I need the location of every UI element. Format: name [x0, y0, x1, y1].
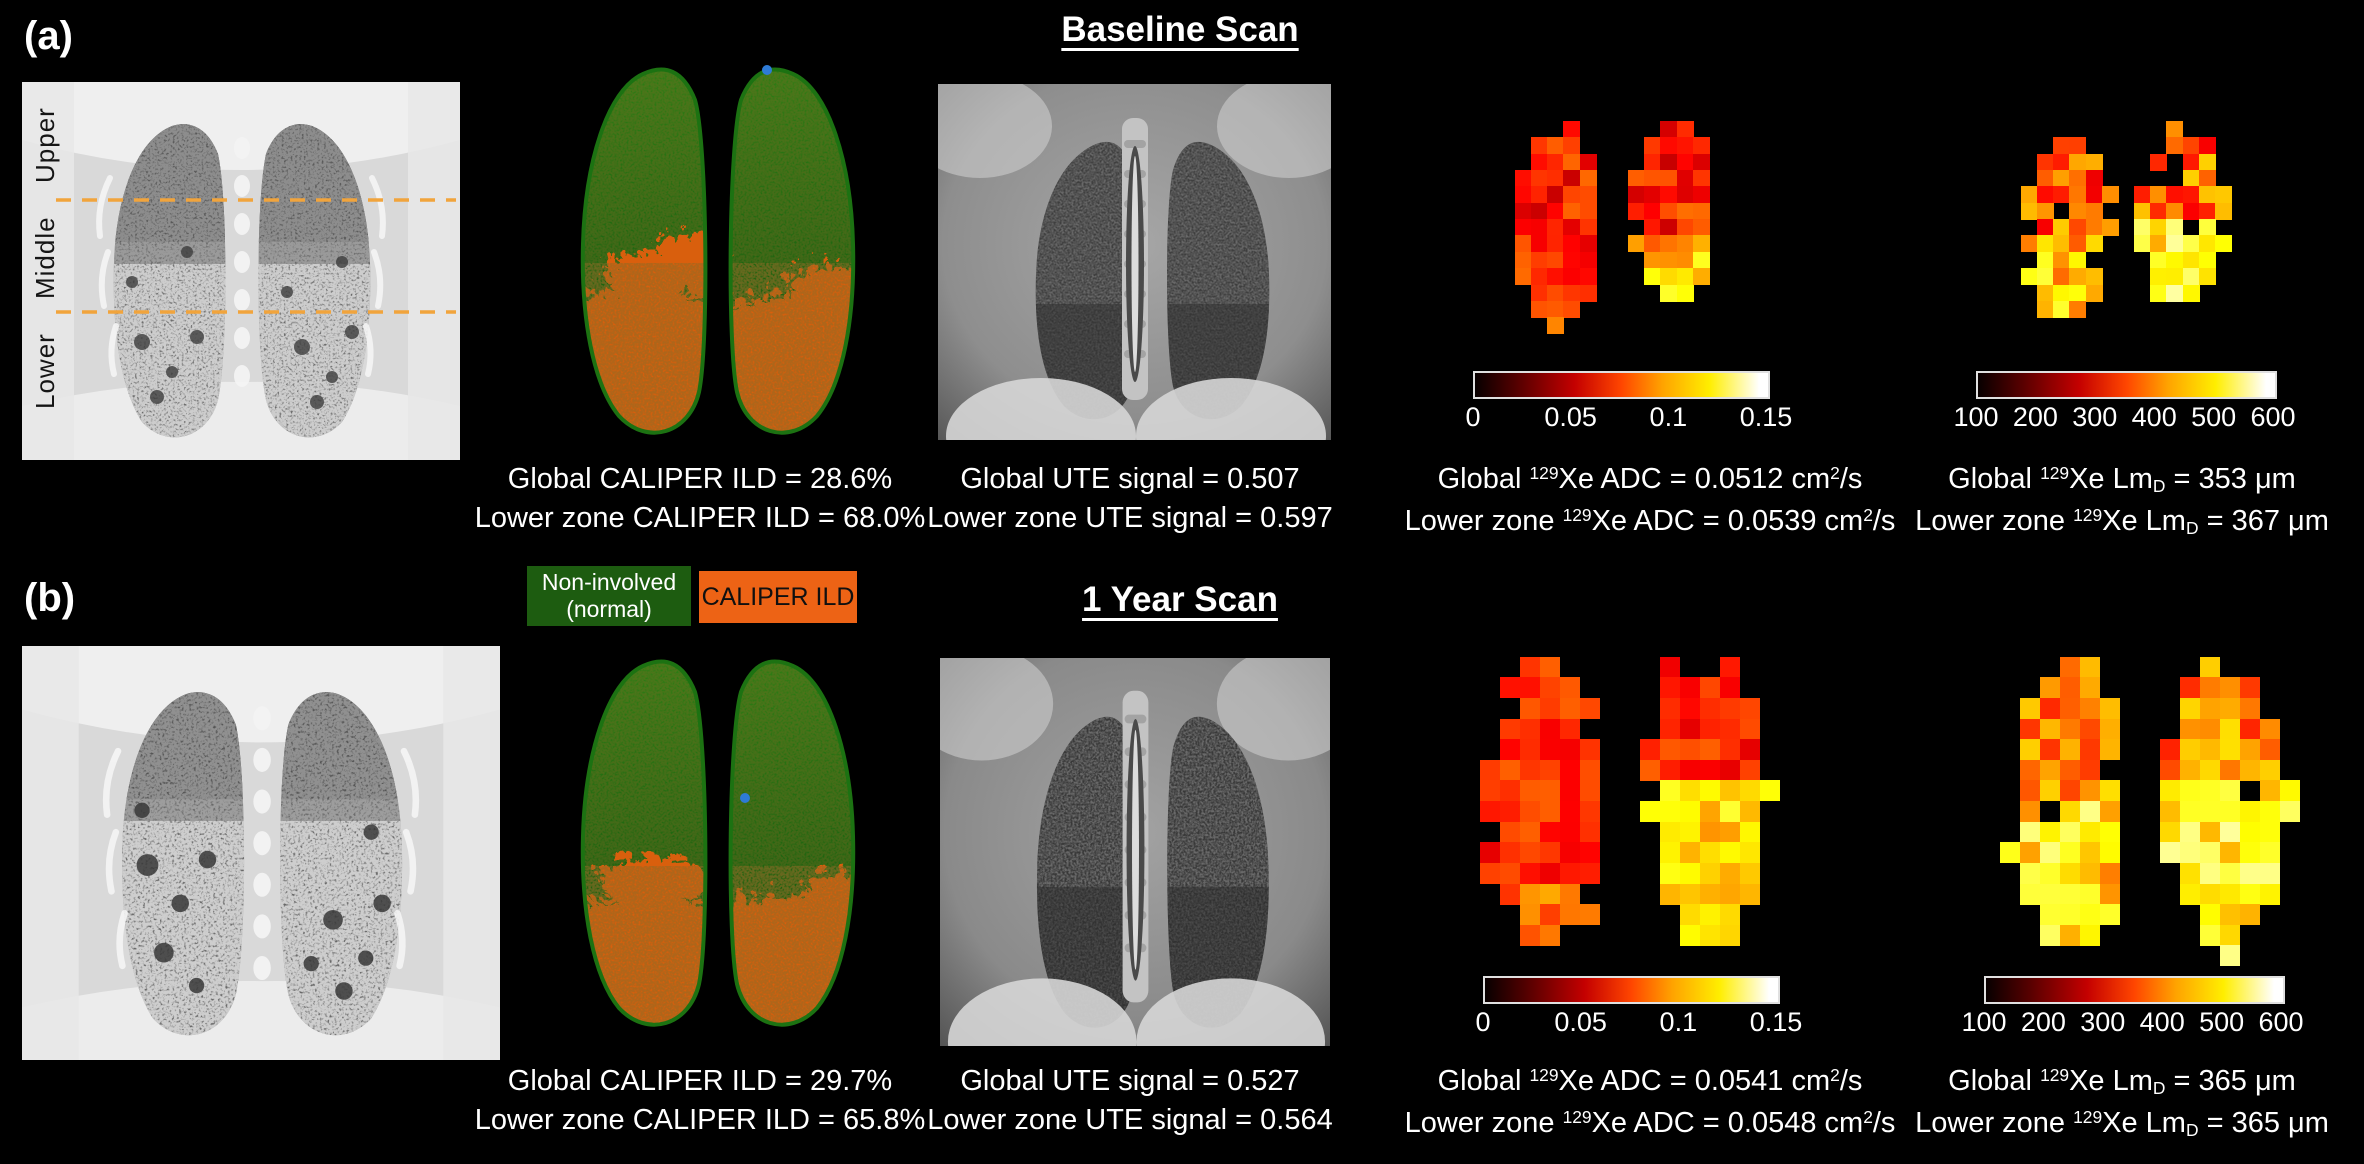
- tick-label: 600: [2250, 402, 2296, 432]
- render-blue-speck: [762, 65, 772, 75]
- tick-label: 300: [2072, 402, 2118, 432]
- legend-ild-swatch: CALIPER ILD: [699, 571, 857, 623]
- adc-colorbar-1year: [1483, 976, 1780, 1004]
- stat-line: Lower zone UTE signal = 0.564: [927, 1104, 1333, 1136]
- tick-label: 300: [2080, 1007, 2126, 1037]
- one-year-scan-title: 1 Year Scan: [1082, 580, 1278, 619]
- tick-label: 100: [1961, 1007, 2007, 1037]
- adc-stats-1year: Global 129Xe ADC = 0.0541 cm2/s Lower zo…: [1400, 1062, 1900, 1146]
- stat-line: Lower zone CALIPER ILD = 65.8%: [474, 1104, 926, 1136]
- zone-label-lower: Lower: [30, 333, 60, 409]
- zone-label-middle: Middle: [30, 216, 60, 300]
- ute-mri-baseline: [938, 84, 1331, 440]
- adc-colorbar-ticks-baseline: 0 0.05 0.1 0.15: [1465, 402, 1792, 436]
- ct-image-1year: [22, 646, 500, 1060]
- ute-mri-1year: [940, 658, 1330, 1046]
- ute-stats-baseline: Global UTE signal = 0.507 Lower zone UTE…: [900, 460, 1360, 538]
- stat-line: Lower zone 129Xe ADC = 0.0548 cm2/s: [1404, 1107, 1896, 1139]
- stat-line: Global UTE signal = 0.527: [960, 1065, 1300, 1097]
- xe-adc-map-baseline: [1450, 88, 1790, 350]
- tick-label: 0.05: [1554, 1007, 1607, 1037]
- lmd-colorbar-ticks-baseline: 100 200 300 400 500 600: [1953, 402, 2295, 436]
- ct-image-baseline: [22, 82, 460, 460]
- tick-label: 400: [2139, 1007, 2185, 1037]
- tick-label: 200: [2020, 1007, 2066, 1037]
- legend-normal-label-line1: Non-involved: [541, 569, 677, 595]
- stat-line: Global 129Xe LmD = 353 μm: [1948, 463, 2296, 497]
- tick-label: 0.05: [1544, 402, 1597, 432]
- xe-lmd-map-baseline: [1956, 88, 2296, 350]
- stat-line: Global 129Xe ADC = 0.0541 cm2/s: [1437, 1065, 1863, 1097]
- render-blue-speck: [740, 793, 750, 803]
- tick-label: 0.1: [1659, 1007, 1698, 1037]
- tick-label: 0.15: [1749, 1007, 1803, 1037]
- stat-line: Global UTE signal = 0.507: [960, 463, 1300, 495]
- adc-colorbar-ticks-1year: 0 0.05 0.1 0.15: [1475, 1007, 1802, 1041]
- legend-normal-swatch: Non-involved (normal): [527, 566, 691, 626]
- stat-line: Global 129Xe LmD = 365 μm: [1948, 1065, 2296, 1099]
- lmd-colorbar-1year: [1984, 976, 2285, 1004]
- tick-label: 500: [2191, 402, 2237, 432]
- panel-b-label: (b): [24, 576, 76, 620]
- tick-label: 500: [2199, 1007, 2245, 1037]
- adc-stats-baseline: Global 129Xe ADC = 0.0512 cm2/s Lower zo…: [1400, 460, 1900, 544]
- tick-label: 0.1: [1649, 402, 1688, 432]
- stat-line: Lower zone CALIPER ILD = 68.0%: [474, 502, 926, 534]
- lmd-colorbar-ticks-1year: 100 200 300 400 500 600: [1961, 1007, 2303, 1041]
- stat-line: Lower zone UTE signal = 0.597: [927, 502, 1333, 534]
- caliper-render-1year: [580, 659, 856, 1027]
- tick-label: 600: [2258, 1007, 2304, 1037]
- caliper-stats-1year: Global CALIPER ILD = 29.7% Lower zone CA…: [455, 1062, 945, 1140]
- legend-ild-label: CALIPER ILD: [701, 582, 855, 611]
- tick-label: 100: [1953, 402, 1999, 432]
- lmd-colorbar-baseline: [1976, 371, 2277, 399]
- tick-label: 0: [1465, 402, 1481, 432]
- adc-colorbar-baseline: [1473, 371, 1770, 399]
- tick-label: 400: [2131, 402, 2177, 432]
- stat-line: Lower zone 129Xe LmD = 367 μm: [1915, 505, 2329, 539]
- stat-line: Global CALIPER ILD = 28.6%: [507, 463, 893, 495]
- caliper-stats-baseline: Global CALIPER ILD = 28.6% Lower zone CA…: [455, 460, 945, 538]
- legend-normal-label-line2: (normal): [566, 596, 652, 622]
- lmd-stats-baseline: Global 129Xe LmD = 353 μm Lower zone 129…: [1880, 460, 2364, 544]
- tick-label: 0.15: [1739, 402, 1793, 432]
- ute-stats-1year: Global UTE signal = 0.527 Lower zone UTE…: [900, 1062, 1360, 1140]
- panel-a-label: (a): [24, 14, 73, 58]
- stat-line: Lower zone 129Xe LmD = 365 μm: [1915, 1107, 2329, 1141]
- lmd-stats-1year: Global 129Xe LmD = 365 μm Lower zone 129…: [1880, 1062, 2364, 1146]
- tick-label: 0: [1475, 1007, 1491, 1037]
- zone-label-upper: Upper: [30, 107, 60, 183]
- xe-adc-map-1year: [1420, 636, 1840, 966]
- stat-line: Global 129Xe ADC = 0.0512 cm2/s: [1437, 463, 1863, 495]
- stat-line: Lower zone 129Xe ADC = 0.0539 cm2/s: [1404, 505, 1896, 537]
- stat-line: Global CALIPER ILD = 29.7%: [507, 1065, 893, 1097]
- tick-label: 200: [2012, 402, 2058, 432]
- xe-lmd-map-1year: [1940, 636, 2360, 966]
- caliper-render-baseline: [580, 65, 856, 435]
- baseline-scan-title: Baseline Scan: [1061, 10, 1299, 49]
